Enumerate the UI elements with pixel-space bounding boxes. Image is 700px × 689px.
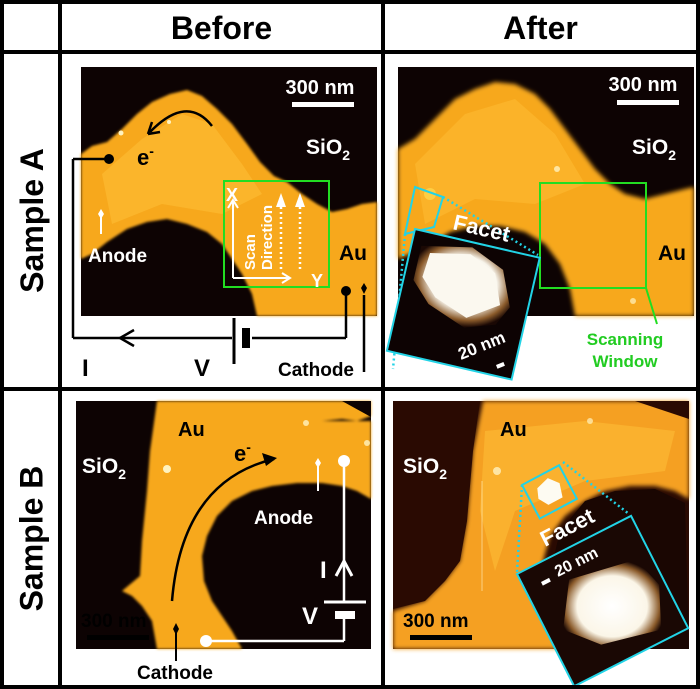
cathode-contact-dot bbox=[341, 286, 351, 296]
sio2-label: SiO2 bbox=[632, 136, 676, 163]
au-label: Au bbox=[658, 242, 686, 265]
scan-window-leader bbox=[645, 287, 658, 325]
cathode-label: Cathode bbox=[278, 360, 354, 381]
scan-window bbox=[223, 180, 330, 288]
au-label: Au bbox=[178, 419, 205, 441]
panel-sample-a-after: 300 nm SiO2 Au Scanning Window Facet 20 … bbox=[385, 67, 694, 381]
scanning-window-label-1: Scanning bbox=[587, 330, 664, 349]
au-label: Au bbox=[500, 419, 527, 441]
column-header-before: Before bbox=[170, 9, 273, 46]
au-label: Au bbox=[339, 242, 367, 265]
panel-sample-b-after: Au SiO2 300 nm Facet 20 nm bbox=[393, 401, 690, 685]
electron-label: e- bbox=[137, 143, 154, 170]
anode-label: Anode bbox=[88, 246, 147, 267]
electron-label: e- bbox=[234, 439, 251, 466]
facet-inset bbox=[515, 514, 690, 685]
scan-arrowhead-1-icon bbox=[276, 193, 286, 207]
cathode-label: Cathode bbox=[137, 663, 213, 684]
scale-bar-label: 300 nm bbox=[81, 611, 146, 632]
sio2-label: SiO2 bbox=[82, 455, 126, 482]
scan-arrowhead-2-icon bbox=[295, 193, 305, 207]
anode-marker bbox=[315, 458, 321, 491]
cathode-contact-dot bbox=[200, 635, 212, 647]
sio2-label: SiO2 bbox=[403, 455, 447, 482]
inset-scale-bar bbox=[541, 577, 551, 586]
grid-divider-rows bbox=[0, 387, 700, 391]
arrowhead-icon bbox=[262, 453, 277, 466]
scan-direction-label-1: Scan bbox=[242, 234, 259, 270]
row-header-sample-a: Sample A bbox=[13, 148, 50, 293]
grid-divider-left bbox=[58, 0, 62, 689]
facet-leader-1 bbox=[562, 461, 630, 515]
axis-x-label: X bbox=[226, 185, 238, 205]
scan-axes bbox=[227, 198, 302, 284]
scale-bar-label: 300 nm bbox=[403, 611, 468, 632]
voltage-label: V bbox=[302, 603, 318, 630]
cathode-marker bbox=[361, 283, 367, 294]
current-label: I bbox=[320, 557, 327, 584]
grid-divider-header bbox=[0, 50, 700, 54]
column-header-after: After bbox=[503, 9, 578, 46]
voltage-label: V bbox=[194, 355, 210, 382]
afm-image-a-before bbox=[81, 67, 377, 316]
arrowhead-icon bbox=[146, 121, 161, 136]
scale-bar-label: 300 nm bbox=[609, 74, 678, 96]
circuit-wires bbox=[206, 461, 366, 643]
current-arrow-icon bbox=[117, 328, 135, 348]
anode-label: Anode bbox=[254, 508, 313, 529]
inset-scale-bar bbox=[496, 362, 505, 369]
cathode-marker bbox=[173, 623, 179, 661]
electron-path-arrow bbox=[149, 110, 213, 133]
row-header-sample-b: Sample B bbox=[13, 465, 50, 611]
anode-contact-dot bbox=[104, 154, 114, 164]
grid-divider-middle bbox=[381, 0, 385, 689]
current-label: I bbox=[82, 355, 89, 382]
electron-path-arrow bbox=[170, 457, 275, 602]
scale-bar bbox=[292, 102, 354, 107]
circuit-wires bbox=[71, 157, 366, 372]
panel-sample-a-before: 300 nm SiO2 Au e- Anode X Y Scan Directi… bbox=[71, 67, 377, 382]
facet-source-box bbox=[520, 463, 579, 520]
sio2-label: SiO2 bbox=[306, 136, 350, 163]
scanning-window-label-2: Window bbox=[593, 352, 659, 371]
current-arrow-icon bbox=[334, 557, 354, 577]
scan-direction-label-2: Direction bbox=[259, 205, 276, 270]
panel-sample-b-before: Au SiO2 e- Anode I V 300 nm Cathode bbox=[76, 401, 371, 684]
afm-image-b-before bbox=[76, 401, 371, 649]
scan-window bbox=[539, 182, 647, 289]
scale-bar bbox=[617, 100, 679, 105]
scale-bar-label: 300 nm bbox=[286, 77, 355, 99]
anode-marker bbox=[98, 209, 104, 234]
battery-short-plate bbox=[242, 328, 250, 348]
scale-bar bbox=[87, 635, 149, 640]
facet-leader-1 bbox=[442, 195, 539, 257]
battery-short-plate bbox=[335, 611, 355, 619]
axis-y-label: Y bbox=[311, 271, 323, 291]
facet-inset bbox=[385, 227, 541, 381]
scale-bar bbox=[410, 635, 472, 640]
